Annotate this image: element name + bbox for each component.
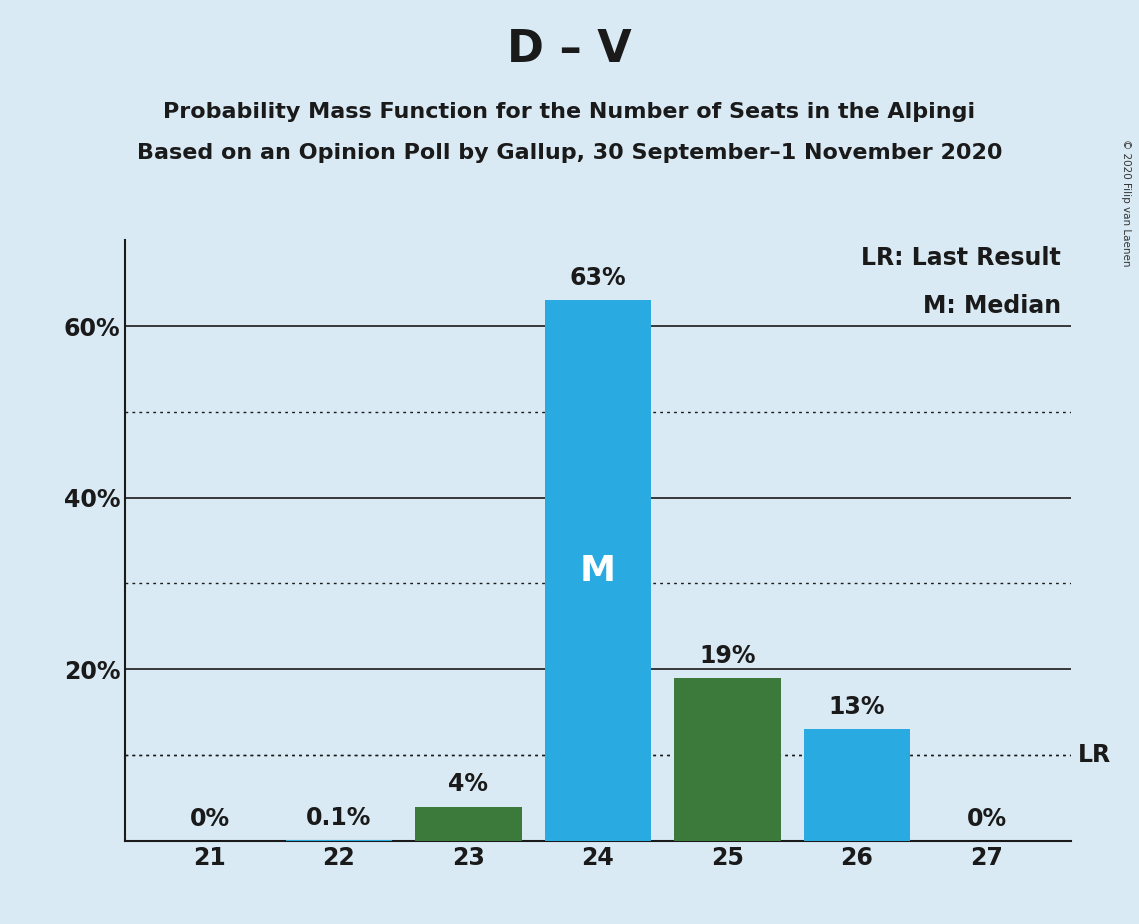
Bar xyxy=(804,729,910,841)
Text: 0.1%: 0.1% xyxy=(306,806,371,830)
Bar xyxy=(674,678,780,841)
Text: Based on an Opinion Poll by Gallup, 30 September–1 November 2020: Based on an Opinion Poll by Gallup, 30 S… xyxy=(137,143,1002,164)
Text: LR: Last Result: LR: Last Result xyxy=(861,246,1062,270)
Text: 0%: 0% xyxy=(189,807,230,831)
Text: 19%: 19% xyxy=(699,643,756,667)
Text: M: Median: M: Median xyxy=(923,294,1062,318)
Text: D – V: D – V xyxy=(507,28,632,71)
Text: 63%: 63% xyxy=(570,266,626,290)
Bar xyxy=(416,807,522,841)
Text: 0%: 0% xyxy=(966,807,1007,831)
Text: LR: LR xyxy=(1077,743,1111,767)
Text: © 2020 Filip van Laenen: © 2020 Filip van Laenen xyxy=(1121,139,1131,266)
Text: 4%: 4% xyxy=(449,772,489,796)
Text: Probability Mass Function for the Number of Seats in the Alþingi: Probability Mass Function for the Number… xyxy=(163,102,976,122)
Text: M: M xyxy=(580,553,616,588)
Bar xyxy=(544,300,652,841)
Text: 13%: 13% xyxy=(829,695,885,719)
